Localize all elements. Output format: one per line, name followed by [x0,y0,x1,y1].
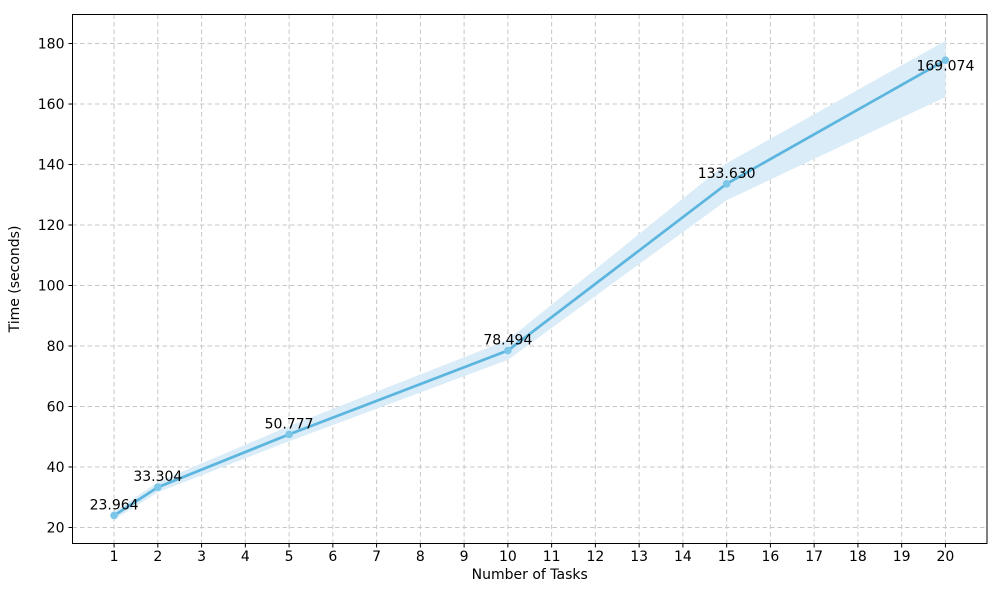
y-tick-label: 80 [47,339,65,355]
point-value-label: 50.777 [265,416,314,432]
y-axis-title: Time (seconds) [7,226,23,334]
y-tick-label: 60 [47,399,65,415]
y-tick-label: 20 [47,520,65,536]
x-tick-label: 2 [153,549,162,565]
y-tick-label: 100 [38,279,65,295]
x-tick-label: 18 [849,549,867,565]
x-tick-label: 3 [197,549,206,565]
data-point-marker [285,430,293,439]
x-tick-label: 17 [805,549,823,565]
data-point-marker [154,483,162,492]
point-value-label: 169.074 [916,59,974,75]
x-tick-label: 16 [761,549,779,565]
x-tick-label: 20 [937,549,955,565]
x-tick-label: 14 [674,549,692,565]
x-tick-label: 8 [416,549,425,565]
x-axis-title: Number of Tasks [472,567,588,583]
point-value-label: 33.304 [133,469,182,485]
x-tick-label: 12 [586,549,604,565]
confidence-band [114,40,946,520]
y-tick-label: 120 [38,218,65,234]
plot-border [72,14,988,544]
x-tick-label: 9 [460,549,469,565]
x-tick-label: 4 [241,549,250,565]
y-tick-label: 140 [38,158,65,174]
x-tick-label: 11 [543,549,561,565]
point-value-label: 133.630 [698,166,756,182]
y-tick-label: 160 [38,97,65,113]
data-point-marker [941,56,950,64]
x-tick-label: 5 [285,549,294,565]
y-tick-label: 40 [47,460,65,476]
y-tick-label: 180 [38,37,65,53]
data-point-marker [722,179,731,188]
x-tick-label: 10 [499,549,517,565]
x-tick-label: 1 [110,549,119,565]
x-tick-label: 6 [328,549,337,565]
x-tick-label: 7 [372,549,381,565]
data-point-marker [110,511,118,520]
x-tick-label: 15 [718,549,736,565]
x-tick-label: 13 [630,549,648,565]
series-line [112,58,947,517]
point-value-label: 23.964 [90,497,139,513]
data-point-marker [504,346,512,355]
x-tick-label: 19 [893,549,911,565]
point-value-label: 78.494 [483,333,532,349]
